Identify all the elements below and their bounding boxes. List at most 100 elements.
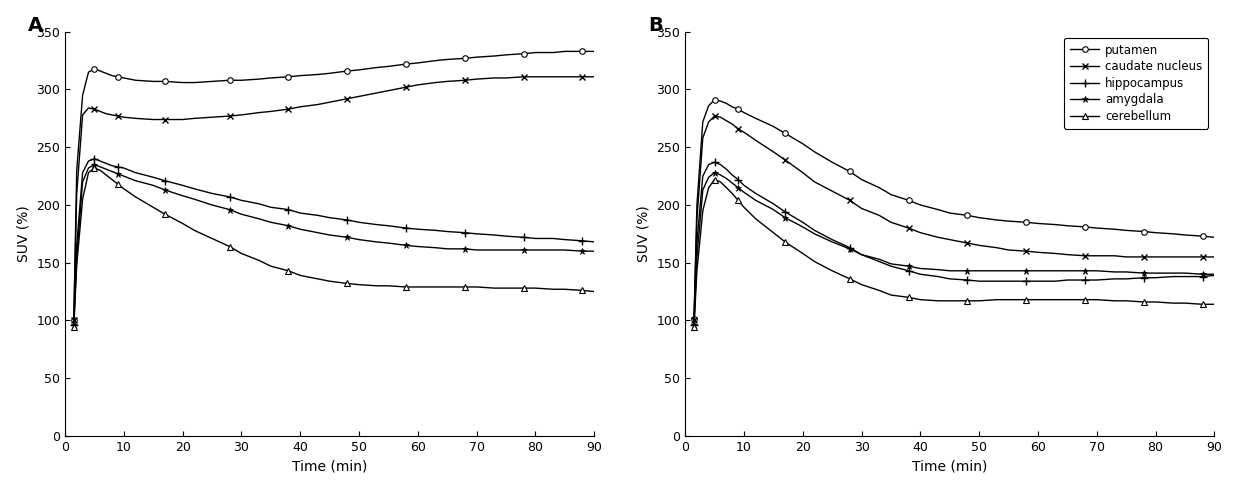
hippocampus	[264, 204, 279, 210]
amygdala	[545, 247, 560, 253]
hippocampus	[686, 322, 701, 328]
amygdala	[252, 216, 266, 222]
amygdala	[707, 170, 722, 175]
cerebellum	[689, 268, 704, 274]
hippocampus	[116, 165, 131, 171]
caudate nucleus	[116, 114, 131, 120]
cerebellum	[1136, 299, 1151, 305]
caudate nucleus	[110, 113, 125, 119]
putamen	[1106, 226, 1121, 232]
caudate nucleus	[930, 234, 945, 240]
caudate nucleus	[1048, 250, 1063, 256]
hippocampus	[311, 213, 326, 219]
caudate nucleus	[1089, 253, 1104, 259]
cerebellum	[913, 297, 928, 303]
cerebellum	[545, 286, 560, 292]
hippocampus	[1166, 273, 1181, 279]
amygdala	[87, 162, 102, 168]
cerebellum	[487, 285, 502, 291]
putamen	[352, 67, 367, 73]
caudate nucleus	[701, 119, 716, 125]
putamen	[960, 213, 975, 219]
amygdala	[736, 189, 751, 195]
amygdala	[778, 215, 793, 220]
amygdala	[487, 247, 502, 253]
putamen	[204, 78, 219, 84]
amygdala	[971, 268, 986, 274]
amygdala	[369, 239, 384, 245]
putamen	[778, 130, 793, 136]
caudate nucleus	[457, 77, 472, 83]
caudate nucleus	[960, 240, 975, 246]
cerebellum	[807, 259, 821, 265]
cerebellum	[1119, 298, 1134, 304]
hippocampus	[104, 163, 119, 169]
hippocampus	[795, 220, 810, 225]
putamen	[707, 97, 722, 103]
hippocampus	[204, 191, 219, 196]
hippocampus	[93, 158, 108, 164]
cerebellum	[1078, 297, 1093, 303]
hippocampus	[719, 166, 733, 172]
cerebellum	[457, 284, 472, 290]
hippocampus	[292, 210, 307, 216]
caudate nucleus	[901, 225, 916, 231]
Line: amygdala: amygdala	[690, 169, 1218, 328]
amygdala	[1196, 271, 1211, 277]
caudate nucleus	[322, 99, 337, 105]
amygdala	[1001, 268, 1016, 274]
Y-axis label: SUV (%): SUV (%)	[637, 205, 650, 262]
caudate nucleus	[778, 157, 793, 163]
amygdala	[281, 223, 296, 229]
putamen	[116, 75, 131, 81]
hippocampus	[380, 223, 395, 229]
caudate nucleus	[498, 75, 513, 81]
caudate nucleus	[843, 197, 857, 203]
hippocampus	[558, 237, 572, 243]
putamen	[807, 149, 821, 155]
amygdala	[517, 247, 532, 253]
caudate nucleus	[93, 108, 108, 114]
amygdala	[766, 207, 781, 213]
putamen	[157, 78, 172, 84]
putamen	[701, 103, 716, 109]
putamen	[281, 74, 296, 80]
putamen	[712, 98, 727, 104]
amygdala	[1048, 268, 1063, 274]
putamen	[440, 56, 455, 62]
hippocampus	[545, 236, 560, 242]
caudate nucleus	[1018, 248, 1033, 254]
caudate nucleus	[187, 116, 202, 122]
hippocampus	[1207, 272, 1222, 278]
cerebellum	[322, 278, 337, 284]
putamen	[1136, 229, 1151, 235]
cerebellum	[872, 288, 887, 294]
amygdala	[67, 322, 82, 328]
cerebellum	[575, 288, 590, 294]
putamen	[99, 71, 114, 76]
hippocampus	[695, 173, 710, 179]
hippocampus	[901, 268, 916, 274]
hippocampus	[427, 227, 442, 233]
amygdala	[1177, 270, 1192, 276]
hippocampus	[457, 230, 472, 236]
cerebellum	[81, 170, 95, 175]
caudate nucleus	[369, 90, 384, 96]
Line: amygdala: amygdala	[71, 161, 597, 328]
amygdala	[99, 166, 114, 172]
amygdala	[457, 246, 472, 252]
cerebellum	[854, 282, 869, 288]
caudate nucleus	[264, 108, 279, 114]
putamen	[69, 168, 84, 173]
putamen	[1149, 230, 1163, 236]
caudate nucleus	[1059, 252, 1074, 258]
hippocampus	[913, 271, 928, 277]
putamen	[222, 77, 237, 83]
hippocampus	[930, 273, 945, 279]
amygdala	[1089, 268, 1104, 274]
cerebellum	[204, 236, 219, 242]
putamen	[558, 49, 572, 54]
caudate nucleus	[146, 117, 161, 122]
cerebellum	[116, 186, 131, 192]
amygdala	[587, 248, 602, 254]
